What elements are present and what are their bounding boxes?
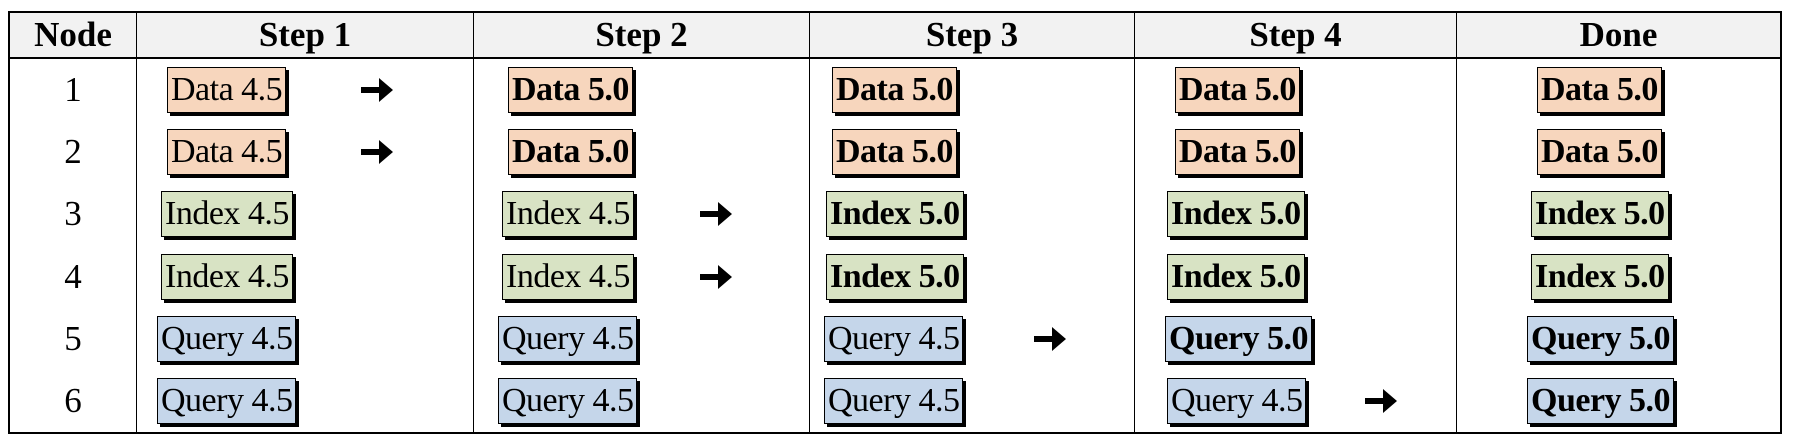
node-slot: Index 4.5: [137, 183, 473, 245]
right-arrow-icon: [361, 140, 393, 165]
node-slot: Data 5.0: [1457, 59, 1780, 121]
node-number: 2: [64, 132, 82, 172]
data-version-box: Data 5.0: [1175, 129, 1300, 176]
step-3-column: Data 5.0 Data 5.0 Index 5.0 Index 5.0 Query …: [809, 59, 1134, 432]
query-version-box: Query 5.0: [1527, 315, 1675, 362]
node-slot: Query 4.5: [137, 308, 473, 370]
node-number: 4: [64, 256, 82, 296]
node-slot: Query 4.5: [137, 370, 473, 432]
node-slot: Data 5.0: [474, 59, 809, 121]
right-arrow-icon: [700, 202, 732, 227]
index-version-box: Index 5.0: [1531, 253, 1669, 300]
node-slot: Data 5.0: [810, 59, 1134, 121]
node-number: 5: [64, 318, 82, 358]
node-number: 3: [64, 194, 82, 234]
node-slot: Index 5.0: [1135, 246, 1456, 308]
node-slot: Query 4.5: [1135, 370, 1456, 432]
node-slot: Data 4.5: [137, 59, 473, 121]
node-slot: Index 4.5: [137, 246, 473, 308]
node-number: 6: [64, 380, 82, 420]
data-version-box: Data 5.0: [1537, 129, 1662, 176]
query-version-box: Query 5.0: [1165, 315, 1313, 362]
step-1-column: Data 4.5 Data 4.5 Index 4.5 Index 4.5 Query …: [136, 59, 473, 432]
node-slot: Query 4.5: [474, 308, 809, 370]
node-slot: Data 5.0: [810, 121, 1134, 183]
right-arrow-icon: [700, 264, 732, 289]
done-column: Data 5.0 Data 5.0 Index 5.0 Index 5.0 Query …: [1456, 59, 1780, 432]
right-arrow-icon: [1034, 326, 1066, 351]
node-slot: Index 5.0: [1135, 183, 1456, 245]
index-version-box: Index 5.0: [826, 191, 964, 238]
node-slot: Query 5.0: [1457, 308, 1780, 370]
node-slot: Data 5.0: [1135, 59, 1456, 121]
step-4-column: Data 5.0 Data 5.0 Index 5.0 Index 5.0 Query …: [1134, 59, 1456, 432]
header-done: Done: [1456, 13, 1780, 59]
index-version-box: Index 4.5: [161, 253, 293, 300]
index-version-box: Index 4.5: [502, 191, 634, 238]
header-step-2: Step 2: [473, 13, 809, 59]
node-slot: Query 4.5: [810, 370, 1134, 432]
node-slot: Index 4.5: [474, 183, 809, 245]
right-arrow-icon: [1365, 388, 1397, 413]
index-version-box: Index 4.5: [161, 191, 293, 238]
query-version-box: Query 4.5: [498, 315, 638, 362]
node-slot: Data 4.5: [137, 121, 473, 183]
data-version-box: Data 5.0: [508, 129, 633, 176]
index-version-box: Index 5.0: [1531, 191, 1669, 238]
data-version-box: Data 5.0: [508, 67, 633, 114]
query-version-box: Query 4.5: [157, 377, 297, 424]
query-version-box: Query 5.0: [1527, 377, 1675, 424]
node-slot: Index 5.0: [1457, 183, 1780, 245]
data-version-box: Data 4.5: [167, 129, 287, 176]
node-slot: Data 5.0: [1457, 121, 1780, 183]
node-slot: Query 5.0: [1457, 370, 1780, 432]
header-step-1: Step 1: [136, 13, 473, 59]
query-version-box: Query 4.5: [824, 377, 964, 424]
node-slot: Index 5.0: [1457, 246, 1780, 308]
node-slot: Data 5.0: [1135, 121, 1456, 183]
query-version-box: Query 4.5: [157, 315, 297, 362]
rolling-upgrade-table: Node Step 1 Step 2 Step 3 Step 4 Done 1 …: [8, 11, 1782, 434]
index-version-box: Index 5.0: [1167, 191, 1305, 238]
query-version-box: Query 4.5: [824, 315, 964, 362]
data-version-box: Data 4.5: [167, 67, 287, 114]
node-slot: Index 5.0: [810, 183, 1134, 245]
node-slot: Index 5.0: [810, 246, 1134, 308]
header-step-3: Step 3: [809, 13, 1134, 59]
right-arrow-icon: [361, 78, 393, 103]
data-version-box: Data 5.0: [832, 67, 957, 114]
index-version-box: Index 5.0: [826, 253, 964, 300]
header-node: Node: [10, 13, 136, 59]
query-version-box: Query 4.5: [1167, 377, 1307, 424]
index-version-box: Index 5.0: [1167, 253, 1305, 300]
header-step-4: Step 4: [1134, 13, 1456, 59]
node-number: 1: [64, 70, 82, 110]
step-2-column: Data 5.0 Data 5.0 Index 4.5 Index 4.5 Query …: [473, 59, 809, 432]
node-slot: Query 4.5: [810, 308, 1134, 370]
data-version-box: Data 5.0: [1175, 67, 1300, 114]
data-version-box: Data 5.0: [1537, 67, 1662, 114]
node-slot: Query 5.0: [1135, 308, 1456, 370]
data-version-box: Data 5.0: [832, 129, 957, 176]
node-slot: Data 5.0: [474, 121, 809, 183]
node-slot: Query 4.5: [474, 370, 809, 432]
index-version-box: Index 4.5: [502, 253, 634, 300]
node-slot: Index 4.5: [474, 246, 809, 308]
query-version-box: Query 4.5: [498, 377, 638, 424]
